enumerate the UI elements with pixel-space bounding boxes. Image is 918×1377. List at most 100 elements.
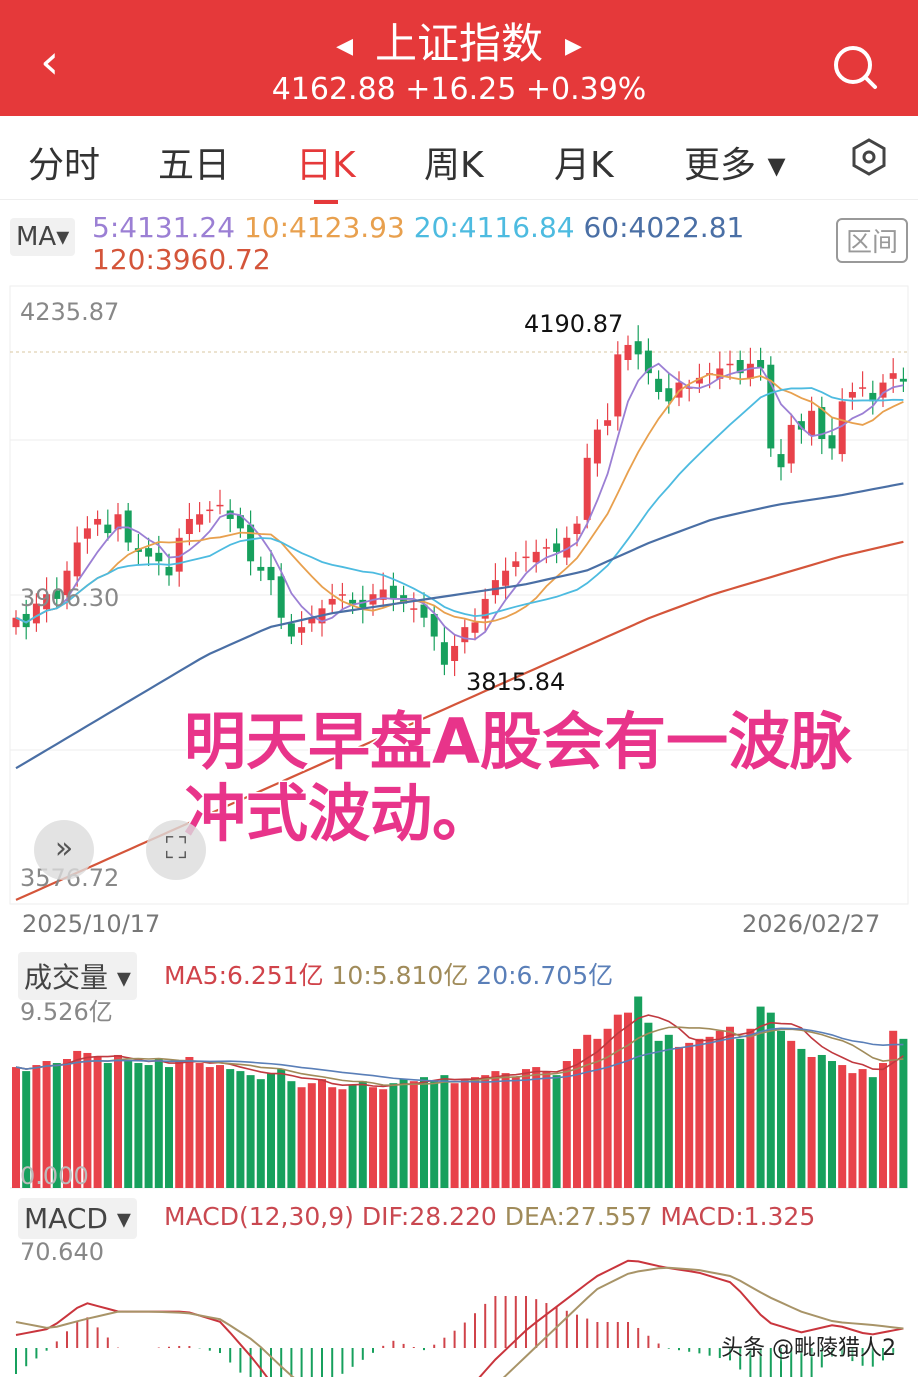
volume-selector[interactable]: 成交量 ▾ [18, 952, 137, 1000]
title-text: 上证指数 [374, 19, 543, 68]
fullscreen-button[interactable]: ⛶ [146, 820, 206, 880]
ma10-value: 10:4123.93 [243, 211, 405, 244]
candle-body [736, 360, 744, 374]
candle-body [655, 378, 663, 392]
index-title: ◀ 上证指数 ▶ [0, 10, 918, 71]
volume-bar [746, 1028, 755, 1188]
overlay-caption: 明天早盘A股会有一波脉 冲式波动。 [183, 704, 854, 851]
volume-bar [603, 1028, 612, 1188]
volume-bar [460, 1079, 469, 1188]
ma20-value: 20:4116.84 [413, 211, 575, 244]
candle-body [287, 623, 295, 637]
volume-bar [32, 1065, 41, 1188]
volume-bar [624, 1012, 632, 1188]
volume-bar [93, 1056, 102, 1188]
volume-bar [828, 1061, 836, 1188]
volume-bar [144, 1065, 153, 1188]
expand-button[interactable]: » [34, 820, 94, 880]
volume-bar [389, 1083, 398, 1188]
macd-selector[interactable]: MACD ▾ [18, 1198, 137, 1239]
macd-params: MACD(12,30,9) [164, 1202, 354, 1231]
low-marker-label: 3815.84 [466, 668, 566, 696]
volume-bar [899, 1038, 908, 1188]
candle-body [175, 537, 183, 572]
vol-ma5: MA5:6.251亿 [164, 961, 324, 990]
candle-body [553, 543, 561, 552]
candle-body [787, 424, 795, 464]
volume-top-label: 9.526亿 [20, 998, 113, 1026]
hexagon-gear-icon[interactable] [850, 138, 888, 176]
volume-bar [654, 1040, 663, 1188]
vol-ma20: 20:6.705亿 [476, 961, 614, 990]
volume-bar [511, 1077, 520, 1188]
tab-weekly-k[interactable]: 周K [424, 145, 484, 186]
candle-body [665, 388, 673, 402]
candle-body [420, 604, 428, 618]
volume-bar [817, 1054, 826, 1188]
dea-line [15, 1266, 904, 1377]
triangle-right-icon[interactable]: ▶ [565, 34, 582, 59]
volume-bar [83, 1052, 92, 1188]
candle-body [644, 350, 652, 374]
volume-bar [858, 1069, 867, 1188]
candle-body [451, 645, 459, 662]
candle-body [726, 363, 734, 366]
candle-body [634, 341, 642, 355]
candle-body [73, 542, 81, 577]
candle-body [818, 407, 826, 440]
tab-monthly-k[interactable]: 月K [554, 145, 614, 186]
search-icon[interactable] [832, 44, 878, 90]
chevron-left-icon[interactable]: ‹ [40, 34, 60, 90]
volume-bar [777, 1030, 785, 1188]
candle-body [338, 594, 346, 596]
range-button[interactable]: 区间 [835, 218, 908, 263]
macd-value: MACD:1.325 [660, 1202, 816, 1231]
candle-body [165, 566, 173, 576]
candle-body [879, 382, 887, 398]
volume-bar [695, 1038, 704, 1188]
volume-bar [307, 1083, 316, 1188]
candle-body [63, 570, 71, 596]
candle-body [808, 410, 816, 436]
candle-body [379, 589, 387, 600]
volume-bar [114, 1054, 122, 1188]
candle-body [563, 537, 571, 558]
volume-bar [154, 1059, 163, 1188]
candle-body [155, 552, 163, 562]
volume-bar [848, 1073, 857, 1188]
candle-body [859, 387, 867, 389]
candle-body [267, 566, 275, 581]
candle-body [889, 373, 897, 379]
volume-bar [593, 1038, 602, 1188]
volume-bar [358, 1081, 367, 1188]
volume-bar [889, 1030, 898, 1188]
volume-bar [175, 1061, 184, 1188]
volume-bar [838, 1065, 847, 1188]
tab-more[interactable]: 更多 ▾ [684, 145, 786, 186]
ma60-value: 60:4022.81 [583, 211, 745, 244]
candle-body [349, 599, 357, 604]
candle-body [777, 454, 785, 468]
volume-bar [726, 1026, 734, 1188]
tab-intraday[interactable]: 分时 [28, 145, 101, 186]
candle-body [247, 524, 255, 562]
candle-body [869, 392, 877, 402]
candle-body [257, 566, 265, 571]
candle-body [43, 594, 51, 610]
price-top-label: 4235.87 [20, 298, 120, 326]
volume-bar [440, 1075, 449, 1188]
candle-body [83, 528, 91, 539]
tab-five-day[interactable]: 五日 [158, 145, 231, 186]
macd-top-label: 70.640 [20, 1238, 104, 1266]
triangle-left-icon[interactable]: ◀ [336, 34, 353, 59]
volume-bar [705, 1036, 714, 1188]
tab-daily-k[interactable]: 日K [296, 136, 356, 204]
volume-bar [471, 1077, 479, 1188]
candle-body [114, 514, 122, 530]
volume-bar [787, 1040, 796, 1188]
ma60-line [15, 482, 904, 770]
ma-selector[interactable]: MA▾ [10, 218, 76, 256]
volume-bar [879, 1063, 887, 1188]
volume-bar [399, 1079, 408, 1188]
